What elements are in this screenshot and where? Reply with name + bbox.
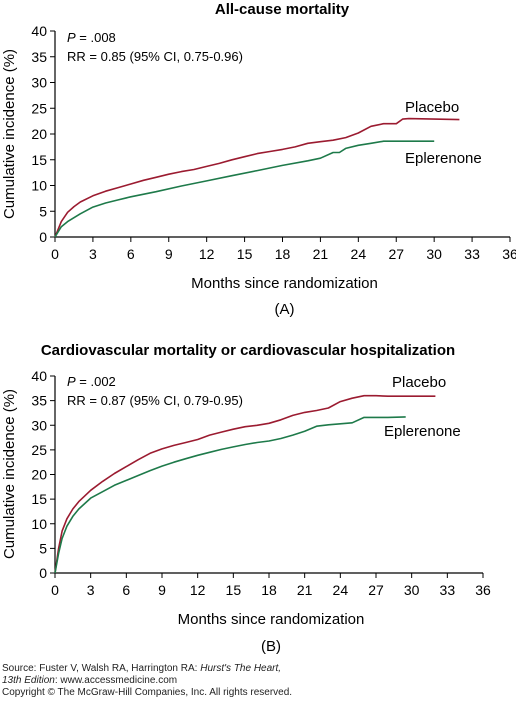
relative-risk-annotation: RR = 0.87 (95% CI, 0.79-0.95) <box>67 393 243 408</box>
y-tick-label: 0 <box>39 565 47 581</box>
p-value-symbol: P <box>67 374 76 389</box>
y-tick-label: 30 <box>31 75 47 91</box>
x-tick-label: 21 <box>297 582 313 598</box>
series-label-placebo: Placebo <box>392 374 446 391</box>
x-tick-label: 6 <box>122 582 130 598</box>
series-line-eplerenone <box>54 416 406 574</box>
y-tick-label: 15 <box>31 491 47 507</box>
y-tick-label: 30 <box>31 417 47 433</box>
x-tick-label: 36 <box>502 246 516 262</box>
x-axis-label: Months since randomization <box>178 611 365 628</box>
x-tick-label: 27 <box>368 582 384 598</box>
source-url: : www.accessmedicine.com <box>54 675 178 686</box>
x-tick-label: 24 <box>333 582 349 598</box>
x-tick-label: 12 <box>199 246 215 262</box>
panel-caption: (B) <box>261 638 281 655</box>
x-tick-label: 9 <box>158 582 166 598</box>
y-tick-label: 10 <box>31 516 47 532</box>
x-tick-label: 18 <box>261 582 277 598</box>
x-tick-label: 27 <box>388 246 404 262</box>
y-tick-label: 35 <box>31 49 47 65</box>
y-tick-label: 25 <box>31 100 47 116</box>
x-axis-label: Months since randomization <box>191 275 378 292</box>
y-tick-label: 5 <box>39 540 47 556</box>
x-tick-label: 3 <box>87 582 95 598</box>
x-tick-label: 30 <box>426 246 442 262</box>
series-line-eplerenone <box>54 140 435 238</box>
x-tick-label: 24 <box>351 246 367 262</box>
x-tick-label: 0 <box>51 246 59 262</box>
p-value-annotation: P = .002 <box>67 374 116 389</box>
source-footer: Source: Fuster V, Walsh RA, Harrington R… <box>2 663 292 699</box>
relative-risk-annotation: RR = 0.85 (95% CI, 0.75-0.96) <box>67 49 243 64</box>
p-value-symbol: P <box>67 30 76 45</box>
y-tick-label: 0 <box>39 229 47 245</box>
x-tick-label: 6 <box>127 246 135 262</box>
y-tick-label: 5 <box>39 203 47 219</box>
source-text: Source: Fuster V, Walsh RA, Harrington R… <box>2 663 201 674</box>
chart-title: Cardiovascular mortality or cardiovascul… <box>41 342 455 359</box>
p-value-number: = .008 <box>76 30 116 45</box>
y-tick-label: 15 <box>31 152 47 168</box>
x-tick-label: 21 <box>313 246 329 262</box>
chart-title: All-cause mortality <box>215 1 350 18</box>
x-tick-label: 15 <box>237 246 253 262</box>
x-tick-label: 33 <box>440 582 456 598</box>
series-line-placebo <box>54 394 436 574</box>
p-value-number: = .002 <box>76 374 116 389</box>
x-tick-label: 12 <box>190 582 206 598</box>
chart-b: Cardiovascular mortality or cardiovascul… <box>1 342 491 655</box>
x-tick-label: 15 <box>226 582 242 598</box>
y-tick-label: 25 <box>31 442 47 458</box>
p-value-annotation: P = .008 <box>67 30 116 45</box>
y-tick-label: 10 <box>31 178 47 194</box>
y-tick-label: 20 <box>31 467 47 483</box>
x-tick-label: 36 <box>475 582 491 598</box>
x-tick-label: 9 <box>165 246 173 262</box>
x-tick-label: 33 <box>464 246 480 262</box>
y-tick-label: 40 <box>31 368 47 384</box>
series-label-eplerenone: Eplerenone <box>405 150 482 167</box>
series-line-placebo <box>54 117 460 238</box>
panel-caption: (A) <box>275 301 295 318</box>
source-edition: 13th Edition <box>2 675 55 686</box>
x-tick-label: 30 <box>404 582 420 598</box>
x-tick-label: 3 <box>89 246 97 262</box>
y-axis-label: Cumulative incidence (%) <box>1 389 18 559</box>
y-tick-label: 40 <box>31 23 47 39</box>
series-label-placebo: Placebo <box>405 99 459 116</box>
y-tick-label: 35 <box>31 393 47 409</box>
source-book-title: Hurst's The Heart, <box>200 663 282 674</box>
series-label-eplerenone: Eplerenone <box>384 423 461 440</box>
x-tick-label: 0 <box>51 582 59 598</box>
y-axis-label: Cumulative incidence (%) <box>1 49 18 219</box>
y-tick-label: 20 <box>31 126 47 142</box>
copyright-text: Copyright © The McGraw-Hill Companies, I… <box>2 687 293 698</box>
x-tick-label: 18 <box>275 246 291 262</box>
